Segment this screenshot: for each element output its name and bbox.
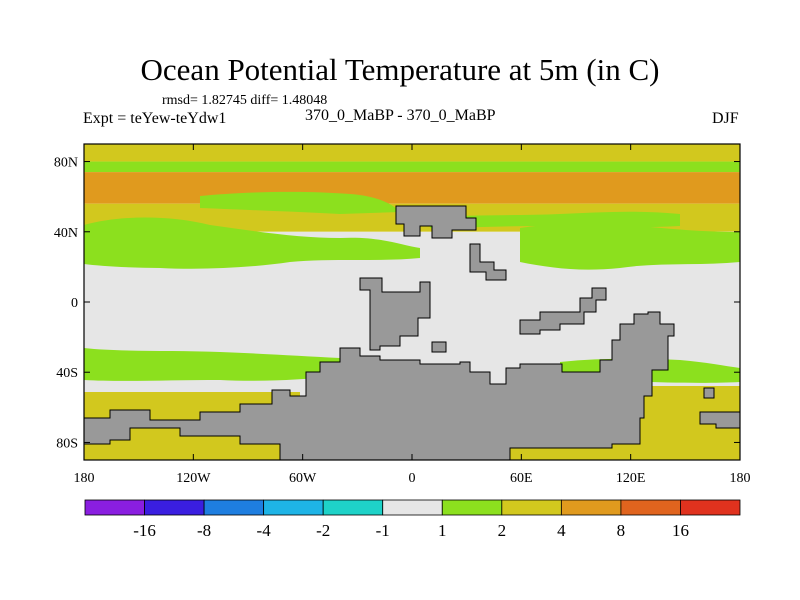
east-continent — [519, 287, 607, 335]
colorbar-swatch — [441, 499, 503, 516]
colorbar-label: -1 — [376, 521, 390, 540]
chart-title: Ocean Potential Temperature at 5m (in C) — [140, 52, 660, 87]
season-label: DJF — [712, 110, 739, 127]
colorbar-label: 16 — [672, 521, 689, 540]
y-tick-label: 40S — [56, 366, 78, 381]
colorbar-swatch — [84, 499, 145, 516]
x-tick-label: 120E — [616, 471, 646, 486]
x-tick-label: 180 — [730, 471, 751, 486]
y-tick-label: 0 — [71, 296, 78, 311]
experiment-label: Expt = teYew-teYdw1 — [83, 110, 227, 127]
colorbar-swatch — [501, 499, 562, 516]
stats-label: rmsd= 1.82745 diff= 1.48048 — [162, 93, 328, 108]
small-island-1 — [469, 243, 507, 281]
colorbar-swatch — [620, 499, 681, 516]
nh-green-patch-east — [520, 223, 740, 270]
x-tick-label: 60E — [510, 471, 533, 486]
arctic-green-patch — [430, 211, 680, 228]
colorbar-label: -16 — [133, 521, 156, 540]
x-tick-label: 60W — [289, 471, 317, 486]
x-tick-label: 120W — [176, 471, 211, 486]
band-2 — [84, 172, 740, 204]
colorbar-label: -8 — [197, 521, 211, 540]
nh-green-patch-center — [200, 191, 400, 214]
band-1 — [84, 161, 740, 173]
colorbar-swatch — [560, 499, 622, 516]
small-island-3 — [703, 387, 715, 399]
colorbar-label: 1 — [438, 521, 447, 540]
colorbar-swatch — [382, 499, 443, 516]
y-tick-label: 80S — [56, 436, 78, 451]
colorbar-swatch — [263, 499, 324, 516]
y-tick-label: 40N — [54, 226, 78, 241]
colorbar-swatch — [322, 499, 384, 516]
x-tick-label: 0 — [409, 471, 416, 486]
colorbar-label: 4 — [557, 521, 566, 540]
colorbar: -16 -8 -4 -2 -1 1 2 4 8 16 — [84, 499, 741, 540]
colorbar-swatch — [680, 499, 741, 516]
colorbar-label: 2 — [498, 521, 507, 540]
colorbar-swatch — [203, 499, 265, 516]
north-landmass — [395, 205, 477, 239]
nh-green-patch-west — [84, 217, 420, 269]
cases-label: 370_0_MaBP - 370_0_MaBP — [305, 107, 496, 124]
southern-ocean-east-band — [640, 386, 740, 442]
colorbar-swatch — [144, 499, 205, 516]
small-island-2 — [431, 341, 447, 353]
colorbar-label: -4 — [257, 521, 272, 540]
antarctica — [83, 311, 675, 461]
x-tick-label: 180 — [74, 471, 95, 486]
y-tick-label: 80N — [54, 156, 78, 171]
band-0 — [84, 144, 740, 162]
colorbar-label: -2 — [316, 521, 330, 540]
land-masses — [83, 205, 741, 461]
y-axis-ticks: 80N 40N 0 40S 80S — [54, 156, 740, 451]
sh-green-patch-west — [84, 348, 340, 381]
x-axis-ticks: 180 120W 60W 0 60E 120E 180 — [74, 144, 751, 486]
central-continent — [359, 277, 431, 351]
colorbar-label: 8 — [617, 521, 626, 540]
